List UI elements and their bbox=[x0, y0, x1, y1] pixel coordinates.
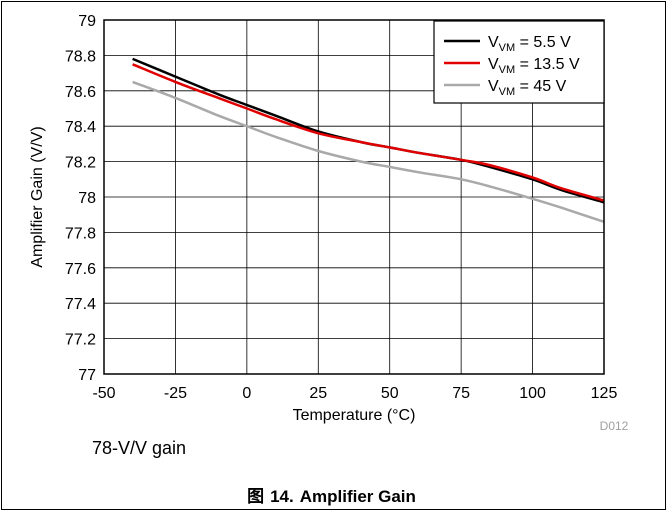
x-tick-label: 0 bbox=[242, 385, 251, 402]
y-tick-label: 77 bbox=[78, 367, 96, 384]
figure-code: D012 bbox=[600, 419, 629, 433]
gain-note: 78-V/V gain bbox=[92, 438, 187, 458]
x-tick-label: 50 bbox=[381, 385, 399, 402]
y-tick-label: 78.8 bbox=[65, 48, 96, 65]
x-tick-label: 25 bbox=[309, 385, 327, 402]
y-tick-label: 79 bbox=[78, 13, 96, 30]
y-tick-label: 78.4 bbox=[65, 119, 96, 136]
figure-label-prefix: 图 bbox=[247, 487, 265, 506]
y-tick-label: 77.4 bbox=[65, 296, 96, 313]
figure-title: 图 14. Amplifier Gain bbox=[0, 482, 669, 507]
legend-label: VVM = 5.5 V bbox=[488, 34, 571, 54]
y-tick-label: 78.6 bbox=[65, 84, 96, 101]
series-line-1 bbox=[132, 63, 605, 202]
figure-label-number: 14. bbox=[270, 487, 294, 506]
figure-title-text: Amplifier Gain bbox=[299, 487, 416, 506]
series-line-2 bbox=[132, 80, 605, 223]
series-lines bbox=[132, 57, 605, 223]
y-tick-label: 78 bbox=[78, 190, 96, 207]
legend-label: VVM = 13.5 V bbox=[488, 56, 580, 76]
y-tick-label: 77.2 bbox=[65, 332, 96, 349]
x-tick-label: -25 bbox=[164, 385, 187, 402]
tick-labels: -50 -25 0 25 50 75 100 125 77 77.2 77.4 77.6 77.8 78 7… bbox=[65, 13, 618, 402]
y-tick-label: 78.2 bbox=[65, 155, 96, 172]
x-tick-label: -50 bbox=[92, 385, 115, 402]
x-tick-label: 125 bbox=[591, 385, 618, 402]
y-tick-label: 77.6 bbox=[65, 261, 96, 278]
x-tick-label: 100 bbox=[519, 385, 546, 402]
x-tick-label: 75 bbox=[452, 385, 470, 402]
y-axis-label: Amplifier Gain (V/V) bbox=[29, 126, 46, 267]
y-tick-label: 77.8 bbox=[65, 225, 96, 242]
plot-area-border bbox=[103, 19, 605, 375]
x-axis-label: Temperature (°C) bbox=[293, 407, 416, 424]
legend-label: VVM = 45 V bbox=[488, 78, 567, 98]
